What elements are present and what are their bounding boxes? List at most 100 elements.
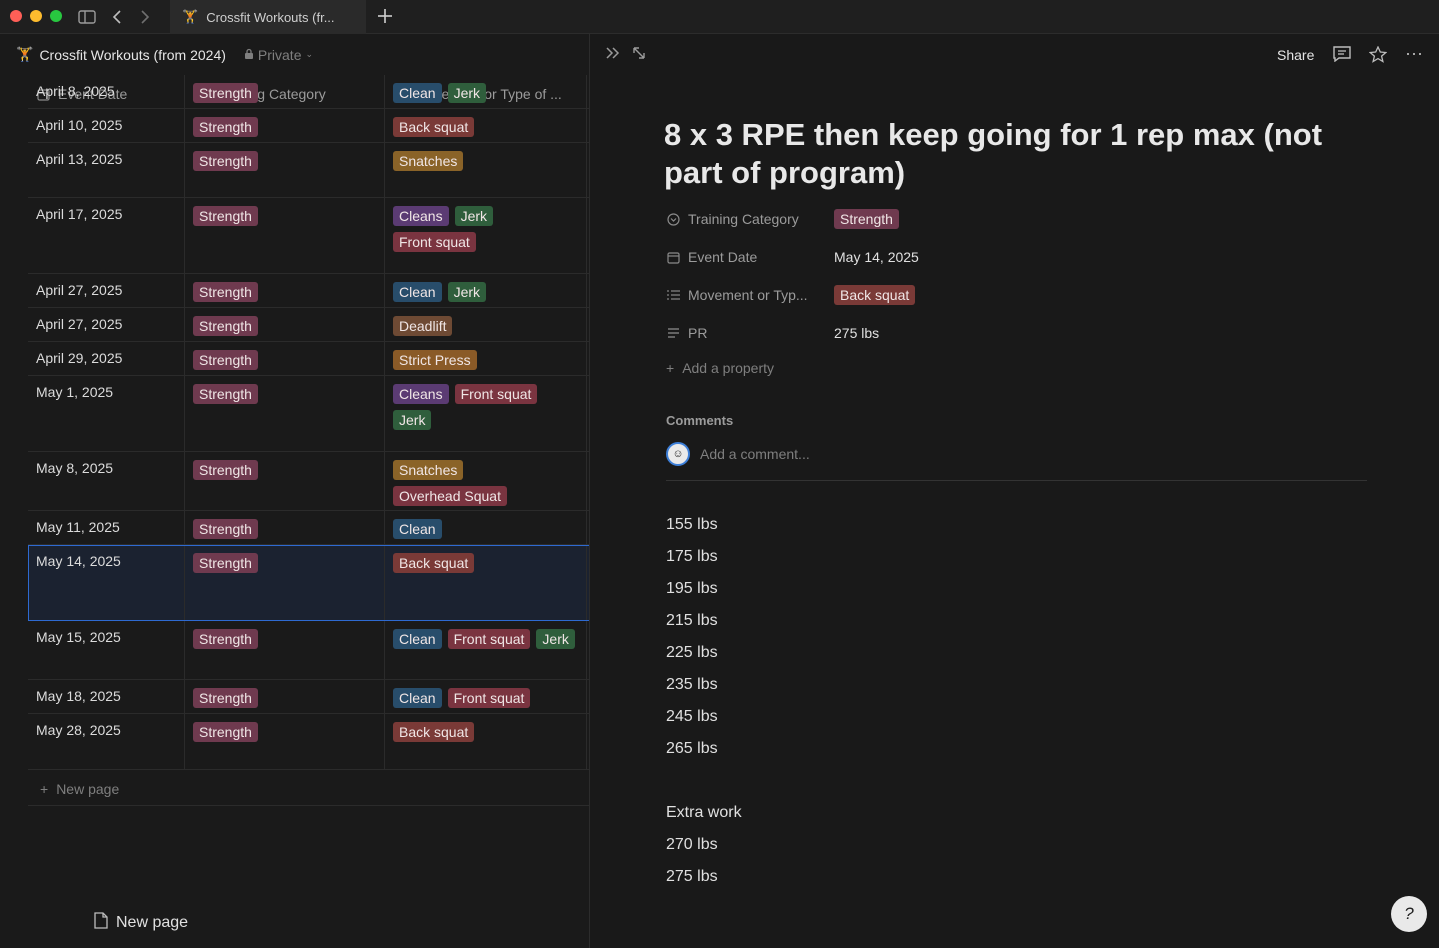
event-date-cell[interactable]: April 27, 2025 bbox=[28, 308, 185, 341]
body-text-line[interactable]: 265 lbs bbox=[666, 740, 718, 757]
table-row[interactable]: May 15, 2025 Strength Clean Front squat Jerk bbox=[28, 621, 589, 680]
movement-cell[interactable]: Clean Jerk bbox=[385, 75, 587, 108]
table-row[interactable]: April 27, 2025 Strength Clean Jerk bbox=[28, 274, 589, 308]
training-category-cell[interactable]: Strength bbox=[185, 545, 385, 620]
movement-cell[interactable]: Cleans Jerk Front squat bbox=[385, 198, 587, 273]
close-peek-icon[interactable] bbox=[605, 46, 621, 65]
training-category-cell[interactable]: Strength bbox=[185, 680, 385, 713]
property-value[interactable]: May 14, 2025 bbox=[834, 249, 919, 265]
training-category-cell[interactable]: Strength bbox=[185, 376, 385, 451]
table-row[interactable]: May 14, 2025 Strength Back squat bbox=[28, 545, 589, 621]
event-date-cell[interactable]: April 17, 2025 bbox=[28, 198, 185, 273]
table-row[interactable]: April 29, 2025 Strength Strict Press bbox=[28, 342, 589, 376]
database-title[interactable]: Crossfit Workouts (from 2024) bbox=[39, 46, 226, 63]
body-text-line[interactable]: 270 lbs bbox=[666, 836, 718, 853]
minimize-window-button[interactable] bbox=[30, 10, 42, 22]
training-category-cell[interactable]: Strength bbox=[185, 342, 385, 375]
property-value[interactable]: Strength bbox=[834, 209, 899, 229]
new-tab-button[interactable] bbox=[374, 5, 396, 27]
sidebar-toggle-icon[interactable] bbox=[77, 7, 97, 27]
movement-cell[interactable]: Back squat bbox=[385, 545, 587, 620]
page-title[interactable]: 8 x 3 RPE then keep going for 1 rep max … bbox=[664, 117, 1323, 190]
comment-input[interactable]: Add a comment... bbox=[700, 446, 810, 462]
event-date-cell[interactable]: April 27, 2025 bbox=[28, 274, 185, 307]
body-text-line[interactable]: 245 lbs bbox=[666, 708, 718, 725]
table-row[interactable]: April 10, 2025 Strength Back squat bbox=[28, 109, 589, 143]
event-date-cell[interactable]: May 8, 2025 bbox=[28, 452, 185, 510]
event-date-cell[interactable]: May 14, 2025 bbox=[28, 545, 185, 620]
movement-cell[interactable]: Back squat bbox=[385, 109, 587, 142]
share-button[interactable]: Share bbox=[1277, 47, 1315, 63]
add-property-button[interactable]: + Add a property bbox=[666, 360, 774, 376]
table-row[interactable]: April 8, 2025 Strength Clean Jerk bbox=[28, 75, 589, 109]
comment-input-row[interactable]: ☺ Add a comment... bbox=[666, 442, 810, 466]
movement-cell[interactable]: Cleans Front squat Jerk bbox=[385, 376, 587, 451]
event-date-cell[interactable]: May 1, 2025 bbox=[28, 376, 185, 451]
column-header-event-date[interactable]: Event Date bbox=[28, 82, 185, 106]
movement-cell[interactable]: Clean Front squat Jerk bbox=[385, 621, 587, 679]
body-text-line[interactable]: 175 lbs bbox=[666, 548, 718, 565]
property-value[interactable]: Back squat bbox=[834, 285, 916, 305]
table-row[interactable]: May 18, 2025 Strength Clean Front squat bbox=[28, 680, 589, 714]
star-icon[interactable] bbox=[1368, 45, 1388, 68]
event-date-cell[interactable]: May 28, 2025 bbox=[28, 714, 185, 769]
training-category-cell[interactable]: Strength bbox=[185, 452, 385, 510]
event-date-cell[interactable]: April 8, 2025 bbox=[28, 75, 185, 108]
body-text-line[interactable]: 235 lbs bbox=[666, 676, 718, 693]
training-category-cell[interactable]: Strength bbox=[185, 621, 385, 679]
property-name[interactable]: PR bbox=[666, 325, 834, 341]
training-category-cell[interactable]: Strength bbox=[185, 274, 385, 307]
property-name[interactable]: Movement or Typ... bbox=[666, 287, 834, 303]
body-text-line[interactable]: 195 lbs bbox=[666, 580, 718, 597]
bottom-new-page-button[interactable]: New page bbox=[94, 912, 188, 934]
training-category-cell[interactable]: Strength bbox=[185, 198, 385, 273]
more-options-icon[interactable]: ··· bbox=[1405, 43, 1423, 63]
movement-cell[interactable]: Clean bbox=[385, 511, 587, 544]
event-date-cell[interactable]: May 11, 2025 bbox=[28, 511, 185, 544]
table-row[interactable]: May 28, 2025 Strength Back squat bbox=[28, 714, 589, 770]
privacy-dropdown[interactable]: Private ⌄ bbox=[244, 47, 313, 63]
table-row[interactable]: April 27, 2025 Strength Deadlift bbox=[28, 308, 589, 342]
property-name[interactable]: Event Date bbox=[666, 249, 834, 265]
training-category-cell[interactable]: Strength bbox=[185, 511, 385, 544]
table-row[interactable]: April 13, 2025 Strength Snatches bbox=[28, 143, 589, 198]
table-row[interactable]: May 11, 2025 Strength Clean bbox=[28, 511, 589, 545]
body-text-line[interactable]: 215 lbs bbox=[666, 612, 718, 629]
property-name[interactable]: Training Category bbox=[666, 211, 834, 227]
close-window-button[interactable] bbox=[10, 10, 22, 22]
event-date-cell[interactable]: April 29, 2025 bbox=[28, 342, 185, 375]
zoom-window-button[interactable] bbox=[50, 10, 62, 22]
body-text-line[interactable]: 225 lbs bbox=[666, 644, 718, 661]
help-button[interactable]: ? bbox=[1391, 896, 1427, 932]
table-row[interactable]: April 17, 2025 Strength Cleans Jerk Front sq… bbox=[28, 198, 589, 274]
body-text-line[interactable]: Extra work bbox=[666, 804, 742, 821]
event-date-cell[interactable]: May 15, 2025 bbox=[28, 621, 185, 679]
table-row[interactable]: May 8, 2025 Strength Snatches Overhead Squa… bbox=[28, 452, 589, 511]
movement-cell[interactable]: Deadlift bbox=[385, 308, 587, 341]
comment-icon[interactable] bbox=[1333, 46, 1351, 67]
body-text-line[interactable]: 155 lbs bbox=[666, 516, 718, 533]
training-category-cell[interactable]: Strength bbox=[185, 714, 385, 769]
expand-page-icon[interactable] bbox=[632, 46, 646, 65]
event-date-cell[interactable]: April 10, 2025 bbox=[28, 109, 185, 142]
table-new-page-button[interactable]: + New page bbox=[28, 772, 589, 806]
browser-tab[interactable]: 🏋 Crossfit Workouts (fr... bbox=[170, 0, 366, 34]
event-date-cell[interactable]: April 13, 2025 bbox=[28, 143, 185, 197]
movement-cell[interactable]: Strict Press bbox=[385, 342, 587, 375]
movement-cell[interactable]: Clean Jerk bbox=[385, 274, 587, 307]
property-value[interactable]: 275 lbs bbox=[834, 325, 879, 341]
event-date-cell[interactable]: May 18, 2025 bbox=[28, 680, 185, 713]
back-arrow-icon[interactable] bbox=[107, 7, 127, 27]
training-category-cell[interactable]: Strength bbox=[185, 308, 385, 341]
training-category-cell[interactable]: Strength bbox=[185, 143, 385, 197]
body-text-line[interactable]: 275 lbs bbox=[666, 868, 718, 885]
training-category-cell[interactable]: Strength bbox=[185, 75, 385, 108]
forward-arrow-icon[interactable] bbox=[135, 7, 155, 27]
training-category-cell[interactable]: Strength bbox=[185, 109, 385, 142]
movement-cell[interactable]: Snatches bbox=[385, 143, 587, 197]
property-name-label: Movement or Typ... bbox=[688, 287, 808, 303]
movement-cell[interactable]: Back squat bbox=[385, 714, 587, 769]
movement-cell[interactable]: Clean Front squat bbox=[385, 680, 587, 713]
table-row[interactable]: May 1, 2025 Strength Cleans Front squat Jerk bbox=[28, 376, 589, 452]
movement-cell[interactable]: Snatches Overhead Squat bbox=[385, 452, 587, 510]
